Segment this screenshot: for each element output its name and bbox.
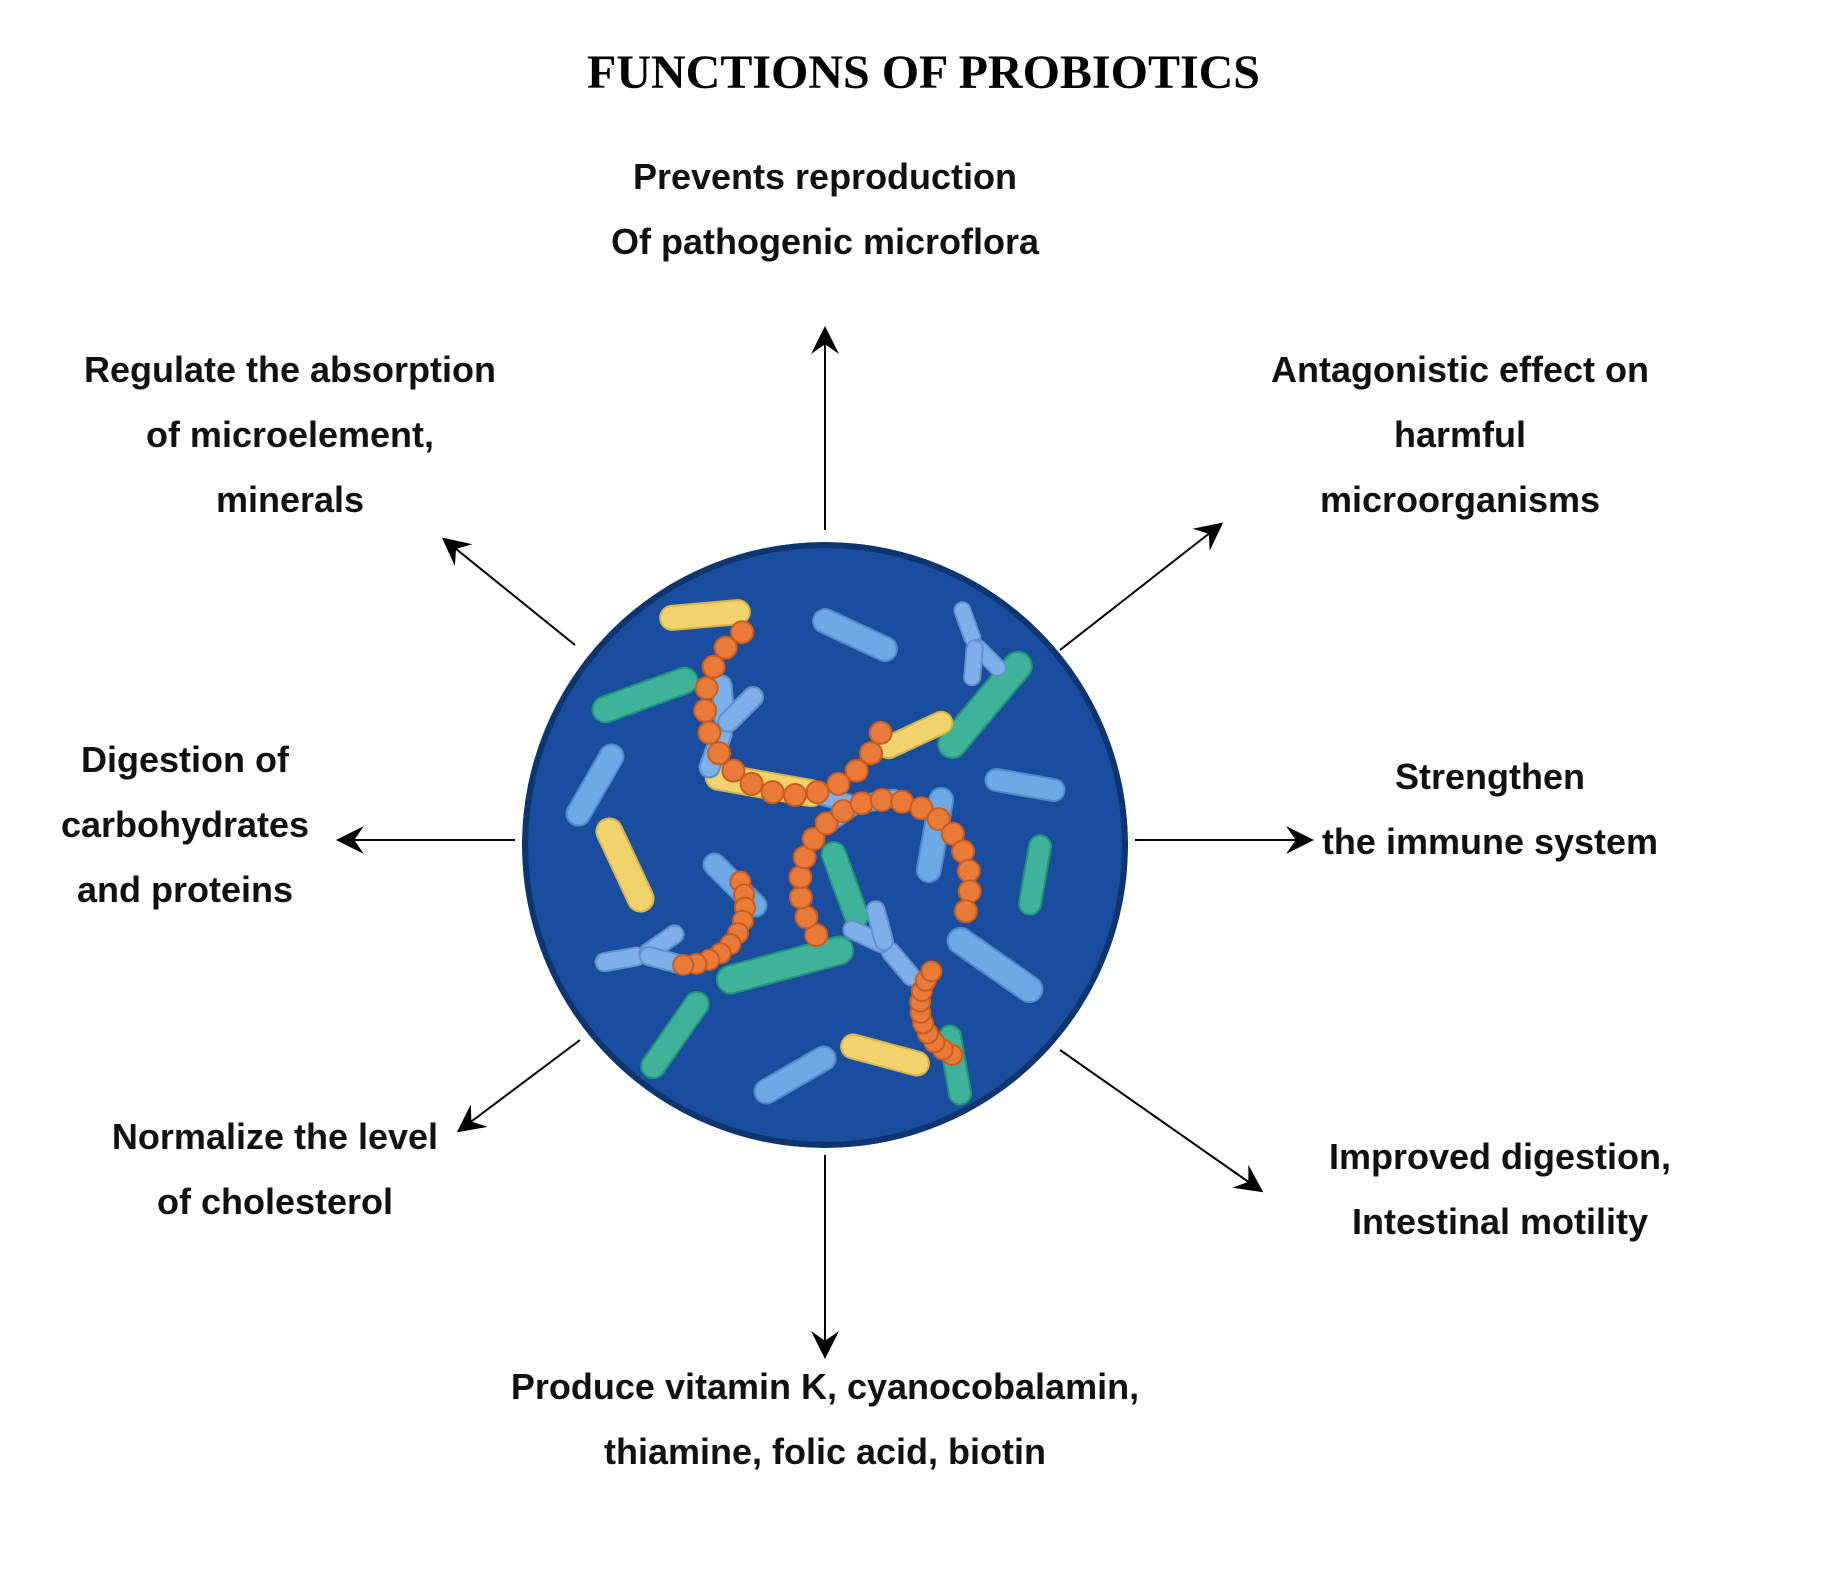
function-label-bottom-right: Improved digestion, Intestinal motility	[1329, 1125, 1671, 1255]
function-label-top-left: Regulate the absorption of microelement,…	[84, 338, 496, 532]
diagram-title: FUNCTIONS OF PROBIOTICS	[587, 45, 1260, 100]
function-label-bottom-left: Normalize the level of cholesterol	[112, 1105, 438, 1235]
function-label-right: Strengthen the immune system	[1322, 745, 1658, 875]
function-label-bottom: Produce vitamin K, cyanocobalamin, thiam…	[511, 1355, 1139, 1485]
function-label-left: Digestion of carbohydrates and proteins	[61, 728, 309, 922]
function-label-top-right: Antagonistic effect on harmful microorga…	[1267, 338, 1654, 532]
function-label-top: Prevents reproduction Of pathogenic micr…	[611, 145, 1039, 275]
probiotics-circle	[522, 542, 1128, 1148]
